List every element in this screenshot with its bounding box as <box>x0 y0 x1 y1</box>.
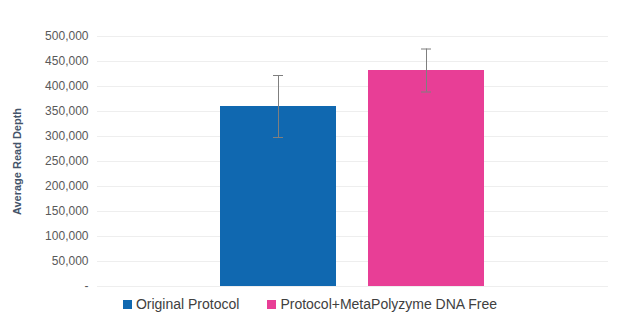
svg-text:400,000: 400,000 <box>45 79 89 93</box>
svg-text:200,000: 200,000 <box>45 179 89 193</box>
svg-text:450,000: 450,000 <box>45 54 89 68</box>
svg-text:50,000: 50,000 <box>52 254 89 268</box>
html-text:Original Protocol: Original Protocol <box>135 296 240 312</box>
svg-text:250,000: 250,000 <box>45 154 89 168</box>
svg-text:300,000: 300,000 <box>45 129 89 143</box>
svg-text:-: - <box>85 279 89 292</box>
svg-text:150,000: 150,000 <box>45 204 89 218</box>
svg-text:Average Read Depth: Average Read Depth <box>11 108 23 215</box>
html-text:Protocol+MetaPolyzyme DNA Free: Protocol+MetaPolyzyme DNA Free <box>280 296 498 312</box>
svg-text:500,000: 500,000 <box>45 29 89 43</box>
svg-text:350,000: 350,000 <box>45 104 89 118</box>
svg-text:100,000: 100,000 <box>45 229 89 243</box>
